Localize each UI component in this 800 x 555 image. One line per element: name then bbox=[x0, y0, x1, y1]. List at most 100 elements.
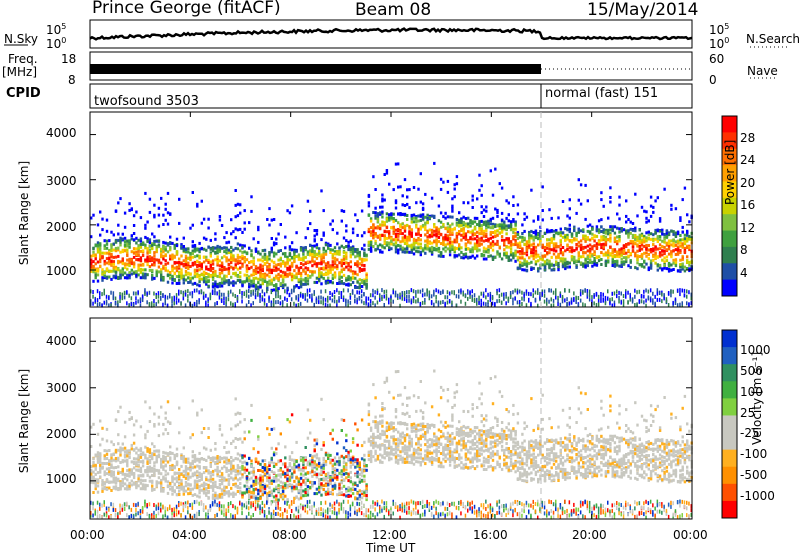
power-cell bbox=[295, 303, 297, 308]
power-cell bbox=[487, 219, 490, 223]
power-cell bbox=[135, 250, 138, 254]
power-cell bbox=[311, 250, 314, 254]
power-cell bbox=[541, 218, 544, 222]
velocity-cell bbox=[94, 478, 97, 482]
power-cell bbox=[419, 214, 422, 218]
power-cell bbox=[415, 224, 418, 227]
power-cell bbox=[534, 236, 538, 240]
velocity-cell bbox=[92, 422, 95, 426]
power-cell bbox=[399, 230, 402, 234]
power-cell bbox=[415, 201, 418, 205]
power-cell bbox=[683, 269, 687, 273]
power-cell bbox=[114, 265, 118, 269]
power-cell bbox=[252, 291, 254, 296]
power-cell bbox=[379, 205, 382, 209]
velocity-cell bbox=[119, 446, 122, 450]
power-cell bbox=[139, 245, 143, 249]
power-cell bbox=[604, 251, 608, 255]
power-cell bbox=[661, 239, 664, 243]
power-cell bbox=[550, 237, 553, 241]
power-cell bbox=[579, 248, 583, 252]
power-cell bbox=[570, 234, 574, 238]
power-cell bbox=[622, 249, 626, 252]
power-cell bbox=[216, 258, 219, 262]
power-cell bbox=[277, 263, 280, 267]
power-cell bbox=[135, 300, 137, 305]
power-cell bbox=[401, 296, 403, 301]
power-cell bbox=[528, 239, 531, 243]
power-cell bbox=[379, 233, 382, 237]
power-cell bbox=[430, 196, 434, 200]
power-cell bbox=[489, 169, 492, 173]
power-cell bbox=[175, 266, 179, 270]
power-cell bbox=[327, 269, 330, 273]
power-cell bbox=[672, 261, 675, 265]
power-cell bbox=[157, 213, 161, 217]
power-cell bbox=[189, 272, 192, 276]
power-cell bbox=[604, 264, 608, 267]
power-cell bbox=[686, 267, 689, 270]
power-cell bbox=[629, 265, 632, 269]
power-cell bbox=[173, 272, 176, 276]
power-cell bbox=[489, 254, 492, 258]
power-cell bbox=[132, 224, 136, 227]
power-cell bbox=[272, 241, 276, 245]
power-cell bbox=[464, 217, 468, 220]
power-cell bbox=[363, 278, 366, 282]
power-cell bbox=[160, 278, 163, 282]
power-cell bbox=[315, 280, 319, 284]
power-cell bbox=[218, 289, 221, 294]
power-cell bbox=[469, 290, 471, 295]
power-cell bbox=[426, 216, 429, 220]
power-cell bbox=[306, 274, 310, 278]
velocity-cell bbox=[139, 460, 143, 464]
power-cell bbox=[518, 260, 522, 264]
power-cell bbox=[376, 244, 380, 248]
velocity-cell bbox=[135, 468, 138, 472]
power-cell bbox=[471, 294, 473, 299]
power-cell bbox=[609, 225, 612, 229]
velocity-cell bbox=[128, 505, 130, 510]
power-cell bbox=[96, 269, 100, 272]
power-cell bbox=[315, 264, 319, 268]
power-cell bbox=[225, 274, 228, 278]
power-cell bbox=[584, 303, 586, 308]
power-cell bbox=[331, 248, 334, 252]
power-cell bbox=[313, 254, 316, 258]
power-cell bbox=[643, 251, 646, 255]
power-cell bbox=[216, 301, 218, 306]
power-cell bbox=[435, 233, 438, 237]
power-cell bbox=[121, 250, 124, 254]
power-cell bbox=[487, 248, 490, 252]
power-cell bbox=[496, 208, 499, 212]
power-cell bbox=[182, 249, 185, 253]
power-cell bbox=[546, 228, 549, 232]
power-cell bbox=[284, 275, 287, 279]
power-cell bbox=[117, 248, 120, 252]
power-cell bbox=[543, 249, 547, 252]
power-cell bbox=[360, 285, 364, 288]
power-cell bbox=[360, 247, 364, 251]
power-cell bbox=[270, 302, 273, 307]
power-cell bbox=[322, 256, 325, 260]
power-cell bbox=[498, 252, 501, 256]
power-cell bbox=[193, 270, 197, 274]
velocity-cell bbox=[94, 479, 97, 483]
velocity-cell bbox=[132, 433, 136, 437]
power-cell bbox=[112, 255, 115, 259]
power-cell bbox=[582, 237, 585, 241]
power-cell bbox=[683, 186, 687, 190]
velocity-cell bbox=[128, 417, 131, 421]
velocity-cell bbox=[126, 478, 129, 482]
power-cell bbox=[613, 263, 617, 266]
power-cell bbox=[674, 207, 678, 211]
power-cell bbox=[327, 246, 330, 250]
power-cell bbox=[406, 238, 409, 242]
power-cell bbox=[613, 291, 616, 296]
power-cell bbox=[448, 247, 452, 251]
power-cell bbox=[297, 268, 301, 272]
power-cell bbox=[394, 201, 398, 205]
power-cell bbox=[476, 197, 479, 201]
velocity-cell bbox=[92, 476, 95, 480]
power-cell bbox=[191, 263, 194, 267]
